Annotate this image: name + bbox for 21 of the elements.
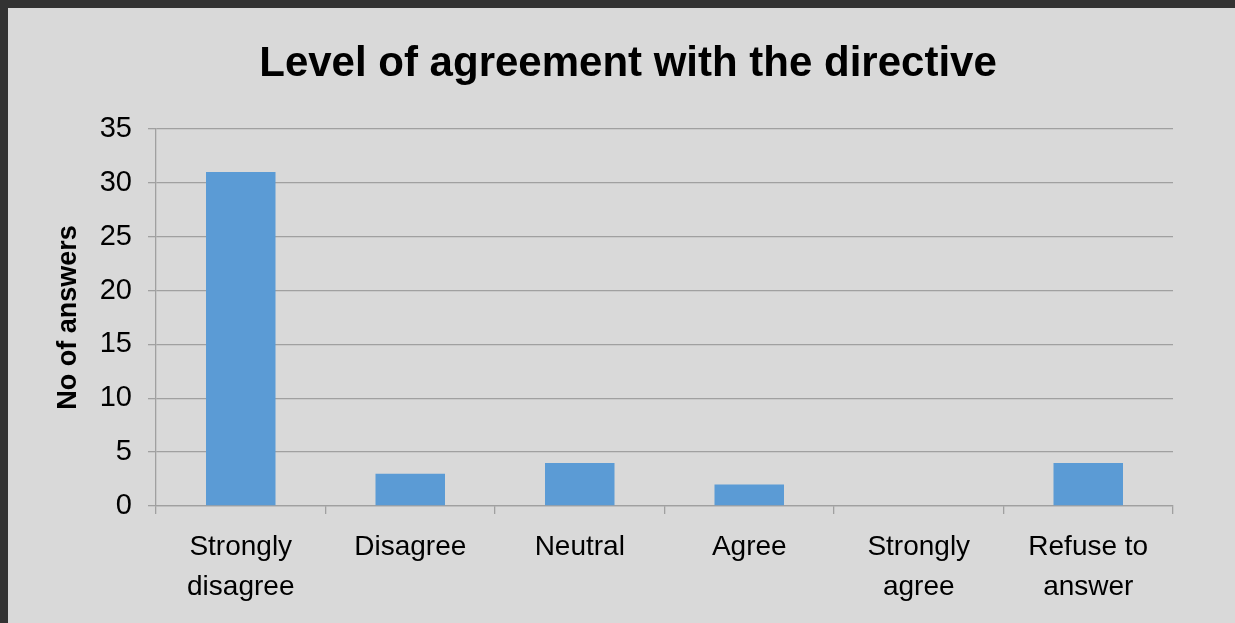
y-tick-label: 30 — [99, 164, 132, 197]
y-tick-label: 25 — [99, 218, 132, 251]
bar — [206, 172, 276, 506]
x-tick-label: Agree — [711, 530, 787, 562]
x-tick-label: Disagree — [354, 530, 467, 562]
x-tick-label: Strongly agree — [867, 530, 971, 601]
y-axis-title: No of answers — [51, 225, 82, 410]
y-tick-label: 20 — [99, 272, 132, 305]
bar — [1053, 462, 1123, 506]
bar — [714, 484, 784, 506]
x-tick-label: Strongly disagree — [187, 530, 295, 601]
y-tick-label: 10 — [99, 380, 132, 413]
bar — [375, 473, 445, 506]
x-tick-label: Refuse to answer — [1028, 530, 1149, 601]
y-tick-label: 15 — [99, 326, 132, 359]
y-tick-label: 5 — [115, 434, 132, 467]
chart-title: Level of agreement with the directive — [259, 38, 997, 85]
y-tick-label: 0 — [115, 488, 132, 520]
bar — [545, 462, 615, 506]
y-tick-label: 35 — [99, 111, 132, 143]
x-tick-label: Neutral — [534, 530, 625, 562]
